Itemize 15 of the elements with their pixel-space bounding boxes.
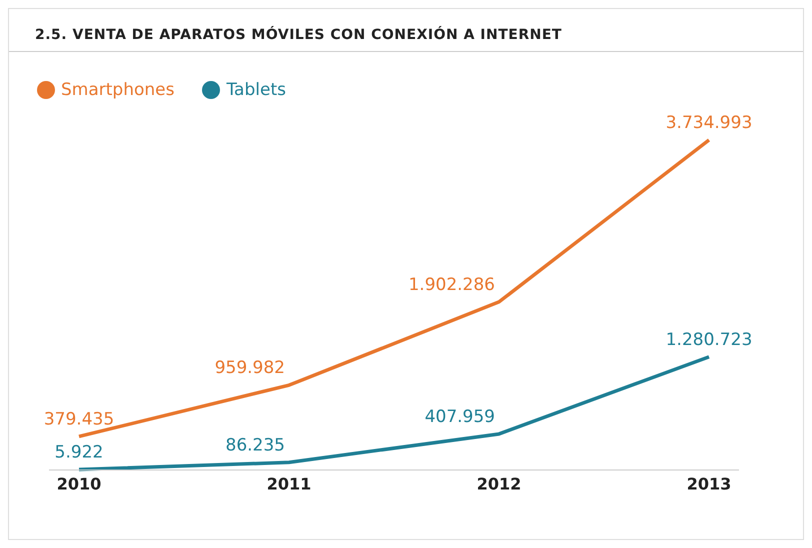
x-tick-label: 2012 (476, 474, 522, 494)
x-tick-label: 2011 (266, 474, 312, 494)
data-label: 3.734.993 (666, 113, 752, 133)
data-label: 86.235 (226, 435, 285, 456)
x-tick-label: 2010 (56, 474, 102, 494)
data-label: 407.959 (424, 406, 495, 427)
x-tick-label: 2013 (686, 474, 732, 494)
legend-label: Tablets (226, 80, 286, 100)
data-label: 1.280.723 (666, 330, 752, 350)
data-label: 959.982 (214, 358, 285, 378)
data-label: 5.922 (54, 442, 104, 462)
data-label: 1.902.286 (408, 274, 495, 295)
legend-label: Smartphones (61, 80, 174, 100)
chart-title: 2.5. VENTA DE APARATOS MÓVILES CON CONEXIÓN A INTERNET (9, 9, 803, 52)
data-label: 379.435 (44, 409, 114, 430)
